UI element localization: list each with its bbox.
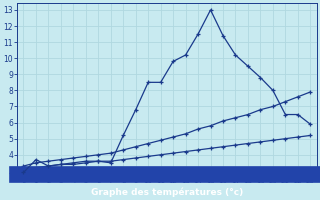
X-axis label: Graphe des températures (°c): Graphe des températures (°c) [91,187,243,197]
